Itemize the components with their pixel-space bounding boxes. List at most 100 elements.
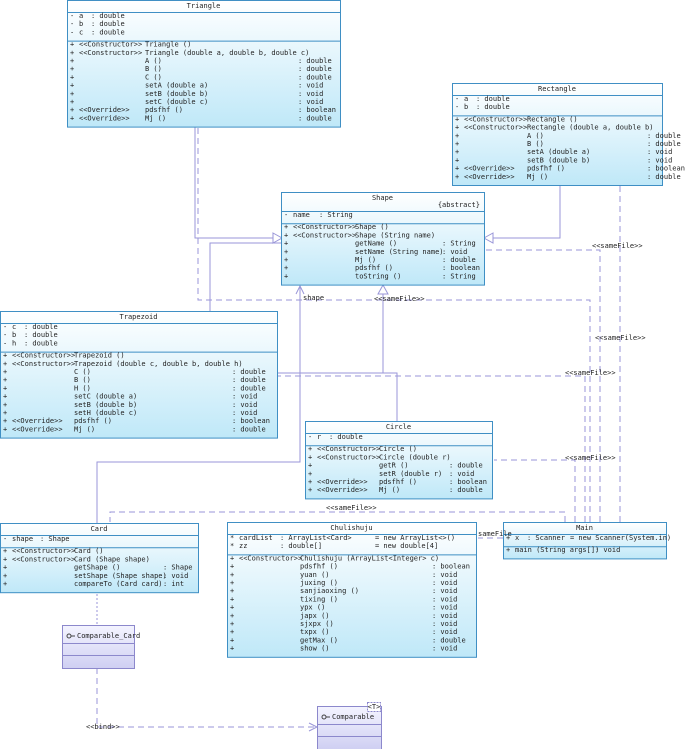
attribute-name: b [12,331,16,339]
operation-name: Chulishuju (ArrayList<Integer> c) [300,554,439,562]
operation-name: Rectangle (double a, double b) [527,124,653,132]
operation-visibility: + [284,248,288,256]
operation-type: : double [298,114,332,122]
operation-visibility: + [70,49,74,57]
operation-visibility: + [70,65,74,73]
class-stereotype: {abstract} [438,201,480,209]
operation-type: : void [432,620,457,628]
operation-name: setB (double b) [145,90,208,98]
operation-name: getShape () [74,564,120,572]
operation-visibility: + [70,73,74,81]
arrowhead [272,232,284,244]
interface-box [317,706,382,749]
attribute-type: : double [476,103,510,111]
operation-visibility: + [230,612,234,620]
connector-label: <<sameFile>> [565,369,616,377]
attribute-type: : double[] [280,542,322,550]
operation-type: : void [449,470,474,478]
attribute-visibility: - [308,433,312,441]
operation-visibility: + [284,272,288,280]
operation-name: B () [145,65,162,73]
operation-type: : double [647,132,681,140]
attribute-type: : double [329,433,363,441]
operation-stereotype: <<Override>> [12,425,63,433]
triangle-generalization [194,122,273,239]
operation-stereotype: <<Constructor>> [12,360,75,368]
operation-name: Triangle () [145,41,191,49]
operation-type: : void [647,148,672,156]
arrowhead [377,283,389,295]
operation-name: juxing () [300,579,338,587]
attribute-visibility: - [70,12,74,20]
operation-visibility: + [455,115,459,123]
operation-stereotype: <<Constructor>> [293,223,356,231]
operation-visibility: + [455,140,459,148]
interface-name: Comparable_Card [77,632,140,640]
arrowhead [295,284,305,295]
operation-visibility: + [3,352,7,360]
operation-name: A () [145,57,162,65]
class-box [227,522,477,658]
operation-visibility: + [308,470,312,478]
operation-type: : void [298,98,323,106]
operation-name: Card () [74,547,104,555]
attribute-name: cardList [239,534,273,542]
interface-name: Comparable [332,713,374,721]
operation-type: : double [232,425,266,433]
operation-type: : boolean [442,264,480,272]
operation-visibility: + [455,148,459,156]
connector-label: sameFile [478,530,512,538]
attribute-name: c [12,323,16,331]
operation-visibility: + [3,417,7,425]
operation-visibility: + [230,571,234,579]
attribute-visibility: - [70,20,74,28]
attribute-type: : double [91,28,125,36]
operation-name: toString () [355,272,401,280]
operation-type: : double [647,140,681,148]
attribute-visibility: - [70,28,74,36]
operation-name: Circle () [379,445,417,453]
connector-label: <<sameFile>> [565,454,616,462]
operation-name: yuan () [300,571,330,579]
operation-name: setA (double a) [527,148,590,156]
operation-name: pdsfhf () [355,264,393,272]
operation-name: B () [74,376,91,384]
operation-type: : void [442,248,467,256]
operation-name: C () [74,368,91,376]
operation-visibility: + [3,425,7,433]
operation-name: setB (double b) [74,401,137,409]
operation-stereotype: <<Override>> [317,478,368,486]
operation-name: pdsfhf () [527,165,565,173]
operation-type: : void [432,628,457,636]
operation-type: : void [432,612,457,620]
attribute-name: c [79,28,83,36]
operation-name: Mj () [145,114,166,122]
operation-stereotype: <<Constructor>> [317,453,380,461]
attribute-type: : String [319,211,353,219]
class-box [281,192,485,286]
operation-visibility: + [455,132,459,140]
operation-type: : void [432,579,457,587]
template-parameter: <T> [368,703,381,711]
operation-visibility: + [70,82,74,90]
operation-visibility: + [230,563,234,571]
connector-label: <<sameFile>> [326,504,377,512]
operation-name: setB (double b) [527,156,590,164]
attribute-visibility: - [3,323,7,331]
attribute-visibility: * [230,542,234,550]
dependency [109,511,566,522]
class-name: Chulishuju [330,524,372,532]
operation-name: Mj () [74,425,95,433]
operation-visibility: + [3,376,7,384]
attribute-visibility: - [284,211,288,219]
attribute-name: shape [12,535,33,543]
operation-name: pdsfhf () [300,563,338,571]
operation-visibility: + [308,462,312,470]
connector-label: <<sameFile>> [592,242,643,250]
attribute-name: name [293,211,310,219]
operation-visibility: + [230,587,234,595]
operation-name: sjxpx () [300,620,334,628]
operation-visibility: + [455,124,459,132]
operation-name: Shape (String name) [355,231,435,239]
